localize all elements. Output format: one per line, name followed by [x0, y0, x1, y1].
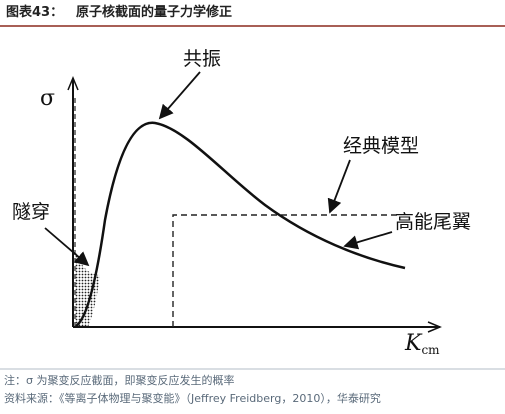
x-axis-label: Kcm [404, 331, 440, 357]
resonance-arrow [158, 71, 201, 120]
tunnel-region [75, 250, 100, 327]
classical-arrow [327, 159, 351, 214]
tail-label: 高能尾翼 [395, 211, 471, 233]
tail-line [172, 214, 400, 327]
y-axis-arrow [67, 76, 79, 91]
tunnel-arrow [44, 227, 90, 267]
cross-section-curve [75, 121, 406, 328]
x-axis-arrow [427, 321, 442, 333]
header-title: 原子核截面的量子力学修正 [76, 4, 232, 20]
source: 资料来源：《等离子体物理与聚变能》（Jeffrey Freidberg，2010… [4, 391, 381, 405]
classical-label: 经典模型 [343, 135, 419, 157]
y-axis-label: σ [40, 86, 55, 111]
resonance-label: 共振 [183, 48, 221, 70]
x-axis-symbol: K [404, 331, 423, 356]
tunnel-label: 隧穿 [12, 201, 50, 223]
tail-arrow [343, 231, 393, 250]
x-axis-subscript: cm [421, 343, 440, 357]
note: 注：σ 为聚变反应截面，即聚变反应发生的概率 [4, 373, 234, 387]
header-label: 图表43： [6, 4, 63, 20]
